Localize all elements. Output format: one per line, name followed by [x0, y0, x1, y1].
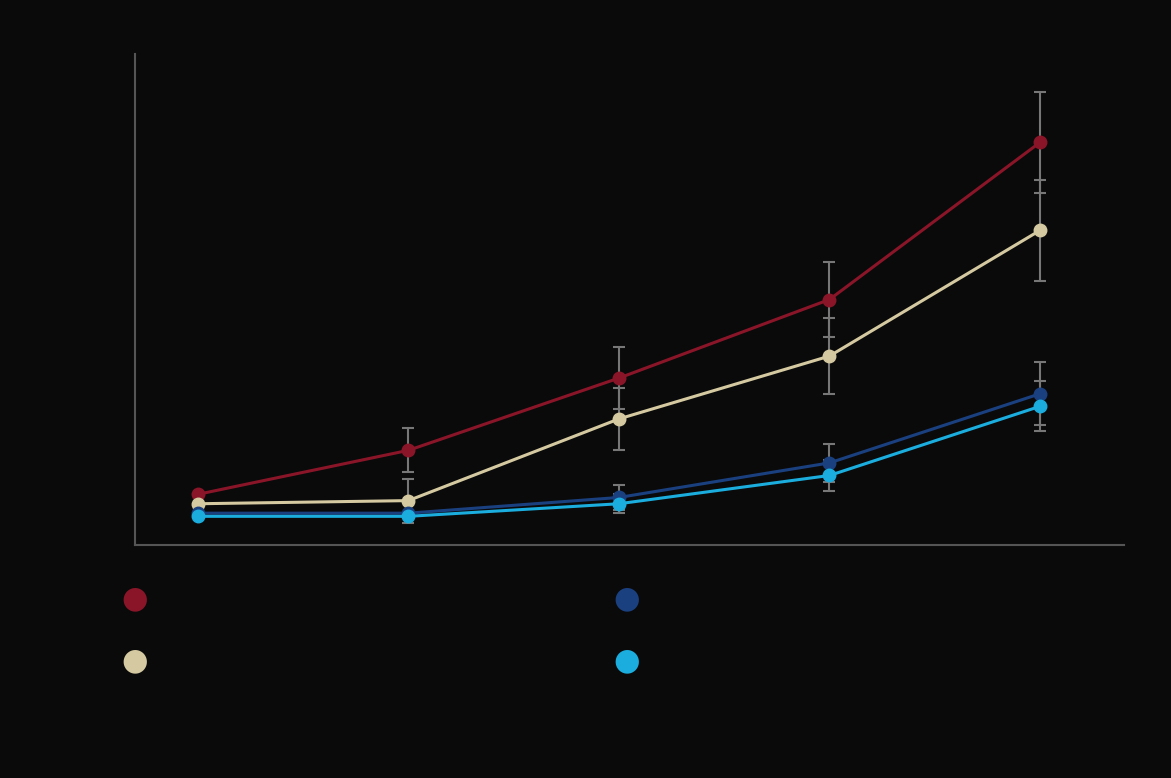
Text: ●: ●: [122, 584, 148, 614]
Text: ●: ●: [614, 647, 639, 676]
Text: ●: ●: [614, 584, 639, 614]
Text: ●: ●: [122, 647, 148, 676]
